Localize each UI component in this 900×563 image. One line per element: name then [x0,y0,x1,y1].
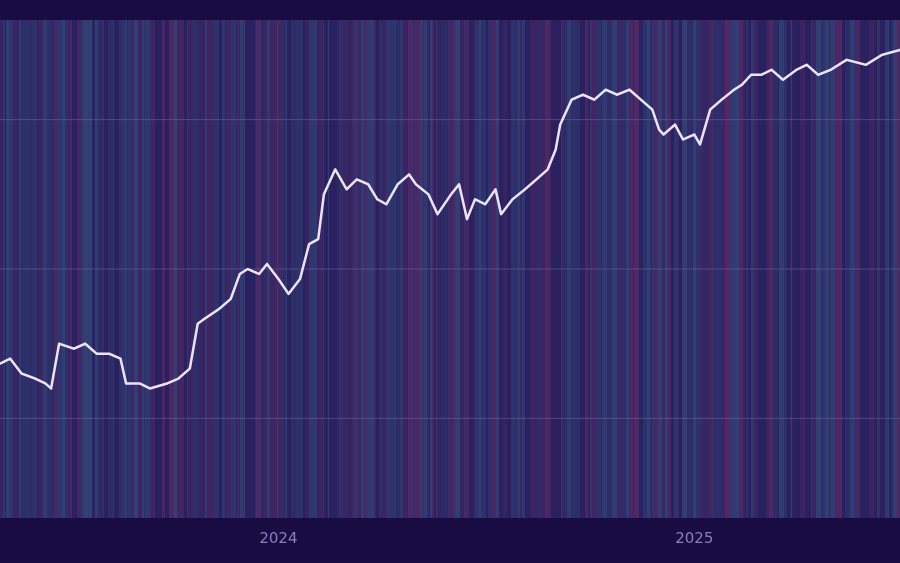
gridlines [0,119,900,419]
x-axis: 2024 2025 [259,529,713,547]
x-tick-label: 2025 [675,529,713,547]
top-band [0,0,900,20]
series-line [0,48,900,390]
bottom-band [0,518,900,563]
x-tick-label: 2024 [259,529,297,547]
